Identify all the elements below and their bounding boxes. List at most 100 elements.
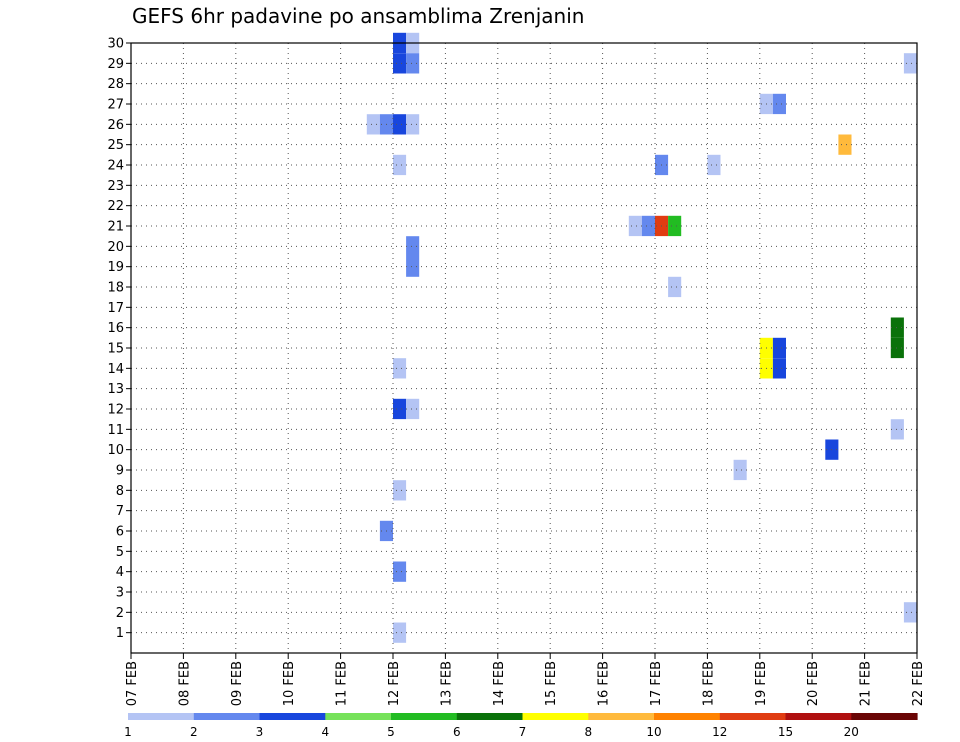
colorbar-label: 8 [584, 725, 592, 739]
precip-cell [366, 114, 380, 135]
y-tick-label: 20 [107, 240, 124, 255]
y-tick-label: 13 [107, 382, 124, 397]
y-tick-label: 30 [107, 37, 124, 52]
precip-cell [393, 53, 407, 74]
precip-cell [393, 114, 407, 135]
colorbar-segment [654, 713, 721, 720]
colorbar-label: 2 [190, 725, 198, 739]
y-tick-label: 8 [116, 484, 124, 499]
precip-cell [772, 93, 786, 115]
y-tick-label: 14 [107, 362, 124, 377]
colorbar-label: 10 [646, 725, 661, 739]
colorbar-segment [456, 713, 524, 720]
y-tick-label: 15 [107, 342, 124, 357]
colorbar-segment [851, 713, 918, 720]
colorbar-label: 15 [778, 725, 793, 739]
colorbar-label: 12 [712, 725, 727, 739]
x-tick-label: 09 FEB [230, 661, 245, 706]
y-tick-label: 29 [107, 57, 124, 72]
y-tick-label: 5 [116, 545, 124, 560]
y-tick-label: 4 [116, 565, 124, 580]
y-tick-label: 21 [107, 220, 124, 235]
y-tick-label: 23 [107, 179, 124, 194]
colorbar-label: 6 [453, 725, 461, 739]
precip-cell [772, 337, 786, 359]
precip-cell [903, 602, 917, 623]
precip-cell [393, 398, 407, 420]
colorbar-segment [785, 713, 852, 720]
colorbar-segment [719, 713, 787, 720]
colorbar-label: 3 [256, 725, 264, 739]
colorbar-segment [193, 713, 261, 720]
y-tick-label: 10 [107, 443, 124, 458]
colorbar-label: 7 [519, 725, 527, 739]
precip-cell [393, 622, 407, 643]
y-tick-label: 12 [107, 403, 124, 418]
precip-cell [393, 480, 407, 501]
y-tick-label: 2 [116, 606, 124, 621]
precip-cell [393, 561, 407, 582]
x-tick-label: 22 FEB [911, 661, 926, 706]
precip-cell [890, 419, 904, 440]
y-tick-label: 9 [116, 464, 124, 479]
x-tick-label: 16 FEB [597, 661, 612, 706]
x-tick-label: 20 FEB [806, 661, 821, 706]
x-tick-label: 19 FEB [754, 661, 769, 706]
x-tick-label: 13 FEB [439, 661, 454, 706]
precip-cell [707, 154, 721, 176]
colorbar-segment [588, 713, 655, 720]
colorbar-label: 4 [321, 725, 329, 739]
x-tick-label: 15 FEB [544, 661, 559, 706]
precip-cell [772, 358, 786, 379]
precip-cell [903, 53, 917, 74]
plot-frame [130, 42, 918, 654]
y-tick-label: 1 [116, 626, 124, 641]
colorbar-label: 20 [844, 725, 859, 739]
precip-cell [838, 134, 852, 155]
y-tick-label: 3 [116, 586, 124, 601]
y-tick-label: 18 [107, 281, 124, 296]
y-tick-label: 25 [107, 138, 124, 153]
y-tick-label: 16 [107, 321, 124, 336]
colorbar-segment [522, 713, 589, 720]
y-tick-label: 28 [107, 77, 124, 92]
x-tick-label: 14 FEB [492, 661, 507, 706]
precip-cell [890, 317, 904, 338]
colorbar-segment [325, 713, 392, 720]
chart-title: GEFS 6hr padavine po ansamblima Zrenjani… [132, 4, 585, 28]
y-tick-label: 27 [107, 98, 124, 113]
precip-cell [406, 236, 420, 257]
precip-cell [393, 358, 407, 379]
colorbar-label: 1 [124, 725, 132, 739]
precip-cell [406, 114, 420, 135]
y-tick-label: 17 [107, 301, 124, 316]
colorbar-label: 5 [387, 725, 395, 739]
y-tick-label: 24 [107, 159, 124, 174]
colorbar-segment [391, 713, 458, 720]
x-tick-label: 08 FEB [177, 661, 192, 706]
y-tick-label: 11 [107, 423, 124, 438]
x-tick-label: 10 FEB [282, 661, 297, 706]
precip-cell [668, 276, 682, 298]
y-tick-label: 22 [107, 199, 124, 214]
precip-cell [641, 215, 655, 237]
x-tick-label: 21 FEB [859, 661, 874, 706]
precip-cell [733, 459, 747, 481]
y-tick-label: 6 [116, 525, 124, 540]
y-tick-label: 7 [116, 504, 124, 519]
x-tick-label: 12 FEB [387, 661, 402, 706]
x-tick-label: 17 FEB [649, 661, 664, 706]
precip-cell [668, 215, 682, 237]
precip-cell [406, 256, 420, 277]
x-tick-label: 07 FEB [125, 661, 140, 706]
colorbar-segment [128, 713, 195, 720]
x-tick-label: 18 FEB [701, 661, 716, 706]
precip-cell [406, 398, 420, 420]
precip-cell [393, 154, 407, 176]
precip-cell [628, 215, 642, 237]
x-tick-label: 11 FEB [335, 661, 350, 706]
colorbar-segment [259, 713, 326, 720]
precip-cell [406, 53, 420, 74]
y-tick-label: 26 [107, 118, 124, 133]
